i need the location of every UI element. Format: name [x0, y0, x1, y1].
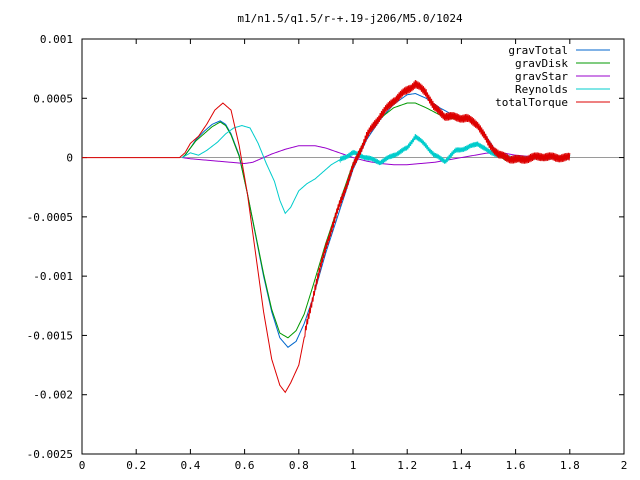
y-tick-label: -0.001: [33, 270, 73, 283]
series-lines: [82, 80, 571, 394]
y-tick-label: 0.0005: [33, 92, 73, 105]
x-tick-label: 1.6: [506, 459, 526, 472]
series-line-Reynolds: [182, 125, 571, 215]
legend: gravTotalgravDiskgravStarReynoldstotalTo…: [495, 44, 610, 109]
y-tick-label: 0: [66, 152, 73, 165]
series-line-totalTorque: [82, 80, 571, 394]
x-tick-label: 1: [350, 459, 357, 472]
legend-label-gravStar: gravStar: [515, 70, 568, 83]
legend-label-gravTotal: gravTotal: [508, 44, 568, 57]
y-tick-label: 0.001: [40, 33, 73, 46]
y-tick-label: -0.002: [33, 389, 73, 402]
series-line-gravDisk: [181, 102, 570, 339]
legend-label-gravDisk: gravDisk: [515, 57, 568, 70]
x-tick-label: 1.2: [397, 459, 417, 472]
x-tick-label: 0.4: [180, 459, 200, 472]
y-tick-label: -0.0025: [27, 448, 73, 461]
series-line-gravTotal: [181, 93, 570, 348]
x-tick-label: 0.8: [289, 459, 309, 472]
legend-label-Reynolds: Reynolds: [515, 83, 568, 96]
x-tick-label: 0.6: [235, 459, 255, 472]
legend-label-totalTorque: totalTorque: [495, 96, 568, 109]
x-tick-label: 1.4: [451, 459, 471, 472]
x-axis-ticks: 0 0.2 0.4 0.6 0.8 1 1.2 1.4 1.6 1.8 2: [79, 39, 628, 472]
y-axis-ticks: 0.001 0.0005 0 -0.0005 -0.001 -0.0015 -0.002 -0…: [27, 33, 624, 461]
x-tick-label: 2: [621, 459, 628, 472]
x-tick-label: 1.8: [560, 459, 580, 472]
y-tick-label: -0.0005: [27, 211, 73, 224]
x-tick-label: 0.2: [126, 459, 146, 472]
chart-title: m1/n1.5/q1.5/r-+.19-j206/M5.0/1024: [237, 12, 463, 25]
y-tick-label: -0.0015: [27, 329, 73, 342]
x-tick-label: 0: [79, 459, 86, 472]
